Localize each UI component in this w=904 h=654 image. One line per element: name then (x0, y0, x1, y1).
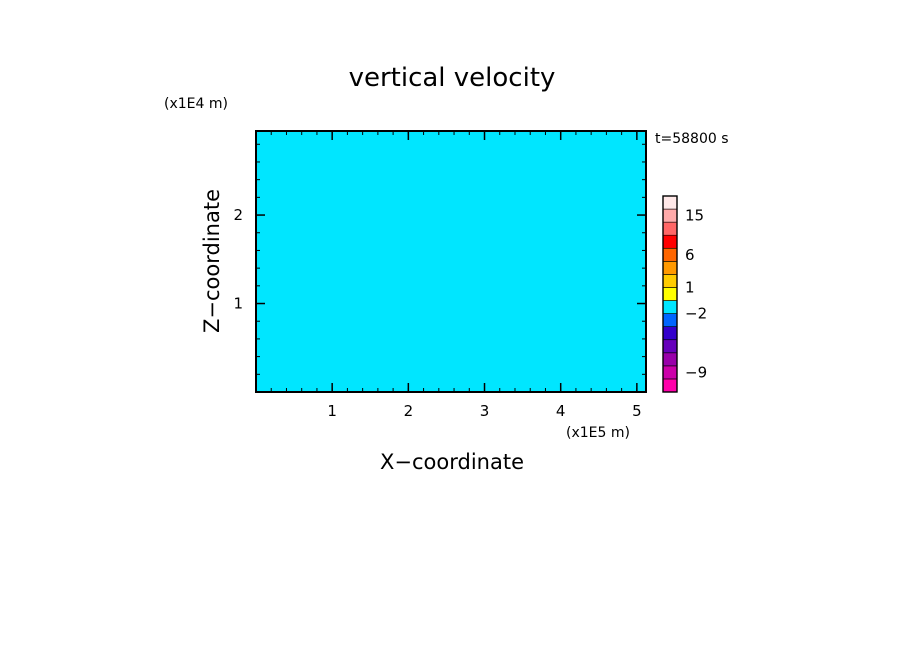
colorbar-label-2: 1 (685, 278, 695, 296)
x-axis-title: X−coordinate (380, 450, 524, 474)
colorbar-label-1: 6 (685, 246, 695, 264)
y-axis: 12 (233, 143, 646, 375)
chart-title: vertical velocity (349, 63, 556, 93)
colorbar-bin-8 (662, 274, 678, 288)
y-tick-label-1: 2 (233, 206, 243, 224)
y-axis-scale-note: (x1E4 m) (164, 96, 228, 112)
colorbar-bin-9 (662, 261, 678, 275)
colorbar-bin-6 (662, 300, 678, 314)
colorbar-bin-3 (662, 339, 678, 354)
colorbar-bin-0 (662, 378, 678, 393)
colorbar-bin-13 (662, 208, 678, 223)
colorbar-bin-12 (662, 221, 678, 236)
x-tick-label-0: 1 (327, 402, 337, 420)
colorbar-bin-1 (662, 365, 678, 380)
x-tick-label-1: 2 (404, 402, 414, 420)
colorbar-bin-7 (662, 287, 678, 301)
x-axis: 1 2 3 4 5 (270, 131, 642, 420)
colorbar-bin-14 (662, 195, 678, 210)
y-tick-label-0: 1 (233, 295, 243, 313)
colorbar-label-0: 15 (685, 207, 704, 225)
plot-frame (255, 130, 647, 393)
colorbar-bin-10 (662, 247, 678, 262)
x-tick-label-4: 5 (632, 402, 642, 420)
time-label: t=58800 s (655, 131, 729, 147)
field-positive-region (256, 131, 646, 392)
colorbar-bin-11 (662, 234, 678, 249)
colorbar-bin-2 (662, 352, 678, 367)
plot-area (255, 130, 647, 393)
y-axis-title: Z−coordinate (200, 189, 224, 333)
colorbar-frame (662, 195, 678, 393)
colorbar-label-3: −2 (685, 305, 707, 323)
x-axis-scale-note: (x1E5 m) (566, 425, 630, 441)
colorbar-label-4: −9 (685, 363, 707, 381)
colorbar-bin-5 (662, 313, 678, 327)
x-tick-label-2: 3 (480, 402, 490, 420)
x-tick-label-3: 4 (556, 402, 566, 420)
colorbar-bin-4 (662, 326, 678, 341)
colorbar: 15 6 1 −2 −9 (662, 195, 707, 393)
